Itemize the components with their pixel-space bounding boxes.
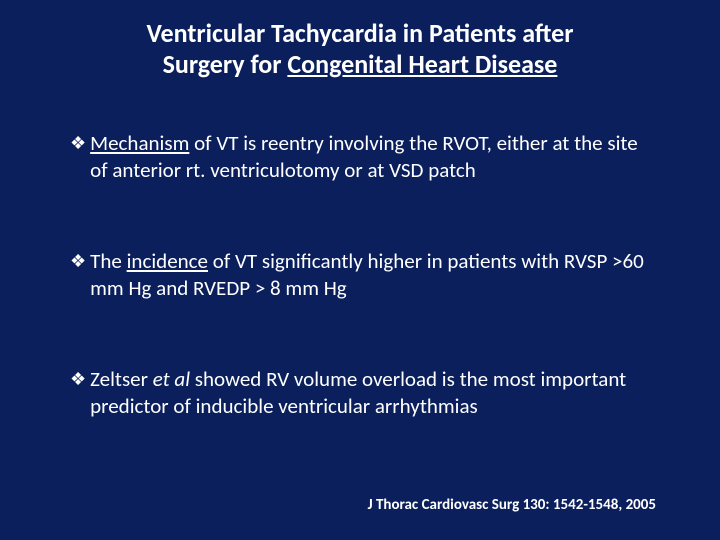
bullet-italic: et al [153,366,190,392]
bullet-item: ❖ The incidence of VT significantly high… [70,248,650,302]
bullet-prefix: The [90,248,126,274]
diamond-bullet-icon: ❖ [70,250,86,273]
diamond-bullet-icon: ❖ [70,132,86,155]
slide-title: Ventricular Tachycardia in Patients afte… [80,18,640,80]
bullet-list: ❖ Mechanism of VT is reentry involving t… [50,130,670,419]
bullet-text: Zeltser et al showed RV volume overload … [90,366,650,420]
bullet-underlined: Mechanism [90,130,189,156]
slide: Ventricular Tachycardia in Patients afte… [0,0,720,540]
bullet-text: The incidence of VT significantly higher… [90,248,650,302]
bullet-prefix: Zeltser [90,366,153,392]
bullet-item: ❖ Zeltser et al showed RV volume overloa… [70,366,650,420]
diamond-bullet-icon: ❖ [70,368,86,391]
bullet-text: Mechanism of VT is reentry involving the… [90,130,650,184]
title-line1: Ventricular Tachycardia in Patients afte… [147,17,574,49]
title-line2-prefix: Surgery for [163,48,288,80]
citation-text: J Thorac Cardiovasc Surg 130: 1542-1548,… [368,496,656,514]
bullet-underlined: incidence [127,248,208,274]
bullet-item: ❖ Mechanism of VT is reentry involving t… [70,130,650,184]
title-line2-underlined: Congenital Heart Disease [287,48,557,80]
